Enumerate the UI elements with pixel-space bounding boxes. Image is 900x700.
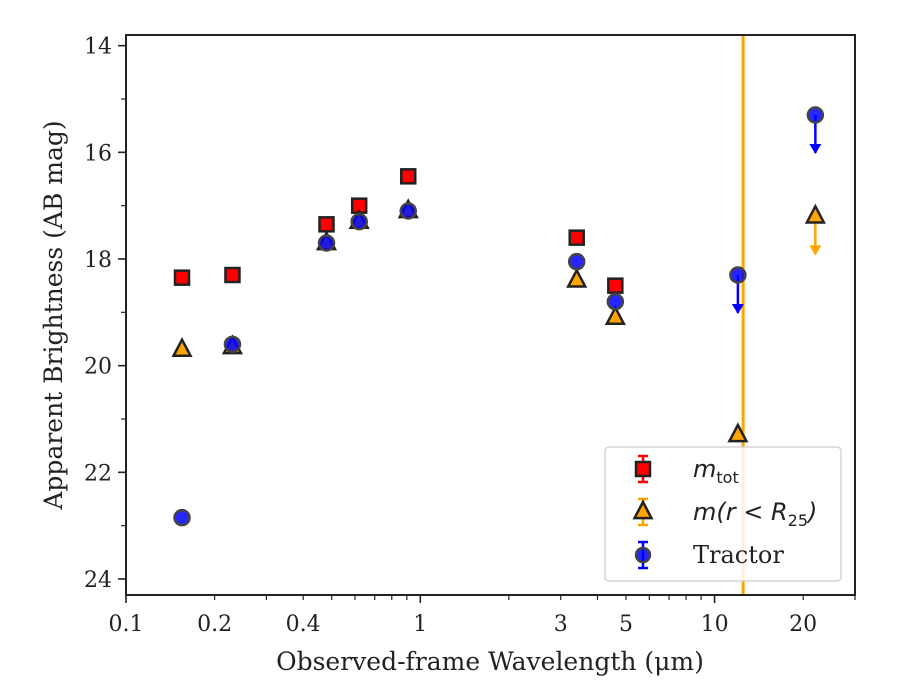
y-tick-label: 18	[84, 248, 112, 273]
legend-box	[604, 446, 842, 582]
upper-limit-arrow-head	[809, 144, 822, 154]
circle-point	[399, 202, 417, 220]
legend-label-subscript: 25	[788, 511, 808, 530]
series-square	[173, 168, 624, 294]
y-tick-label: 24	[84, 568, 112, 593]
circle-point	[806, 106, 825, 124]
legend-label-math: m	[693, 455, 716, 483]
square-point	[318, 216, 335, 233]
legend-marker-square	[634, 460, 652, 478]
square-point	[568, 229, 585, 246]
legend-label: Tractor	[693, 541, 784, 569]
x-tick-label: 0.4	[286, 612, 321, 637]
legend-marker-circle	[634, 546, 652, 564]
x-tick-label: 5	[619, 612, 633, 637]
legend-label: m(r < R25)	[693, 498, 817, 530]
x-tick-label: 20	[789, 612, 817, 637]
square-point	[173, 269, 191, 286]
circle-point	[567, 252, 586, 271]
triangle-point	[804, 203, 826, 224]
x-tick-label: 0.2	[197, 612, 232, 637]
legend-marker-triangle	[632, 499, 654, 520]
upper-limit-arrow-head	[731, 304, 744, 314]
legend-label-math: m(r < R	[693, 498, 788, 526]
y-tick-label: 20	[84, 355, 112, 380]
legend-label-subscript: tot	[716, 468, 738, 487]
x-axis-title: Observed-frame Wavelength (μm)	[276, 647, 704, 676]
circle-point	[317, 234, 336, 252]
circle-point	[173, 508, 191, 527]
square-point	[607, 277, 624, 294]
plot-frame	[125, 34, 856, 596]
x-tick-label: 10	[701, 612, 729, 637]
circle-point	[606, 292, 625, 311]
legend-label: mtot	[693, 455, 739, 487]
axes-layer: 0.1 0.2 0.4 1 3 5 10 20 14 16 18 20 22 24	[84, 35, 856, 637]
x-tick-label: 0.1	[109, 612, 144, 637]
y-tick-label: 14	[84, 35, 112, 60]
legend-label-text: Tractor	[693, 541, 784, 569]
series-circle	[173, 106, 825, 527]
triangle-point	[604, 304, 626, 326]
legend: mtot m(r < R25) Tractor	[604, 446, 842, 582]
y-tick-label: 22	[84, 461, 112, 486]
circle-point	[729, 266, 747, 284]
legend-label-text: )	[806, 498, 817, 526]
triangle-point	[566, 267, 588, 288]
x-tick-label: 1	[413, 612, 427, 637]
upper-limit-arrow-head	[809, 245, 822, 256]
triangle-point	[727, 422, 749, 443]
circle-point	[223, 335, 242, 354]
triangle-point	[171, 336, 193, 358]
square-point	[224, 266, 241, 284]
y-tick-label: 16	[84, 141, 112, 166]
square-point	[399, 168, 417, 185]
data-points-layer	[171, 106, 826, 527]
circle-point	[350, 212, 368, 231]
y-axis-title: Apparent Brightness (AB mag)	[39, 120, 68, 510]
x-tick-label: 3	[554, 612, 568, 637]
